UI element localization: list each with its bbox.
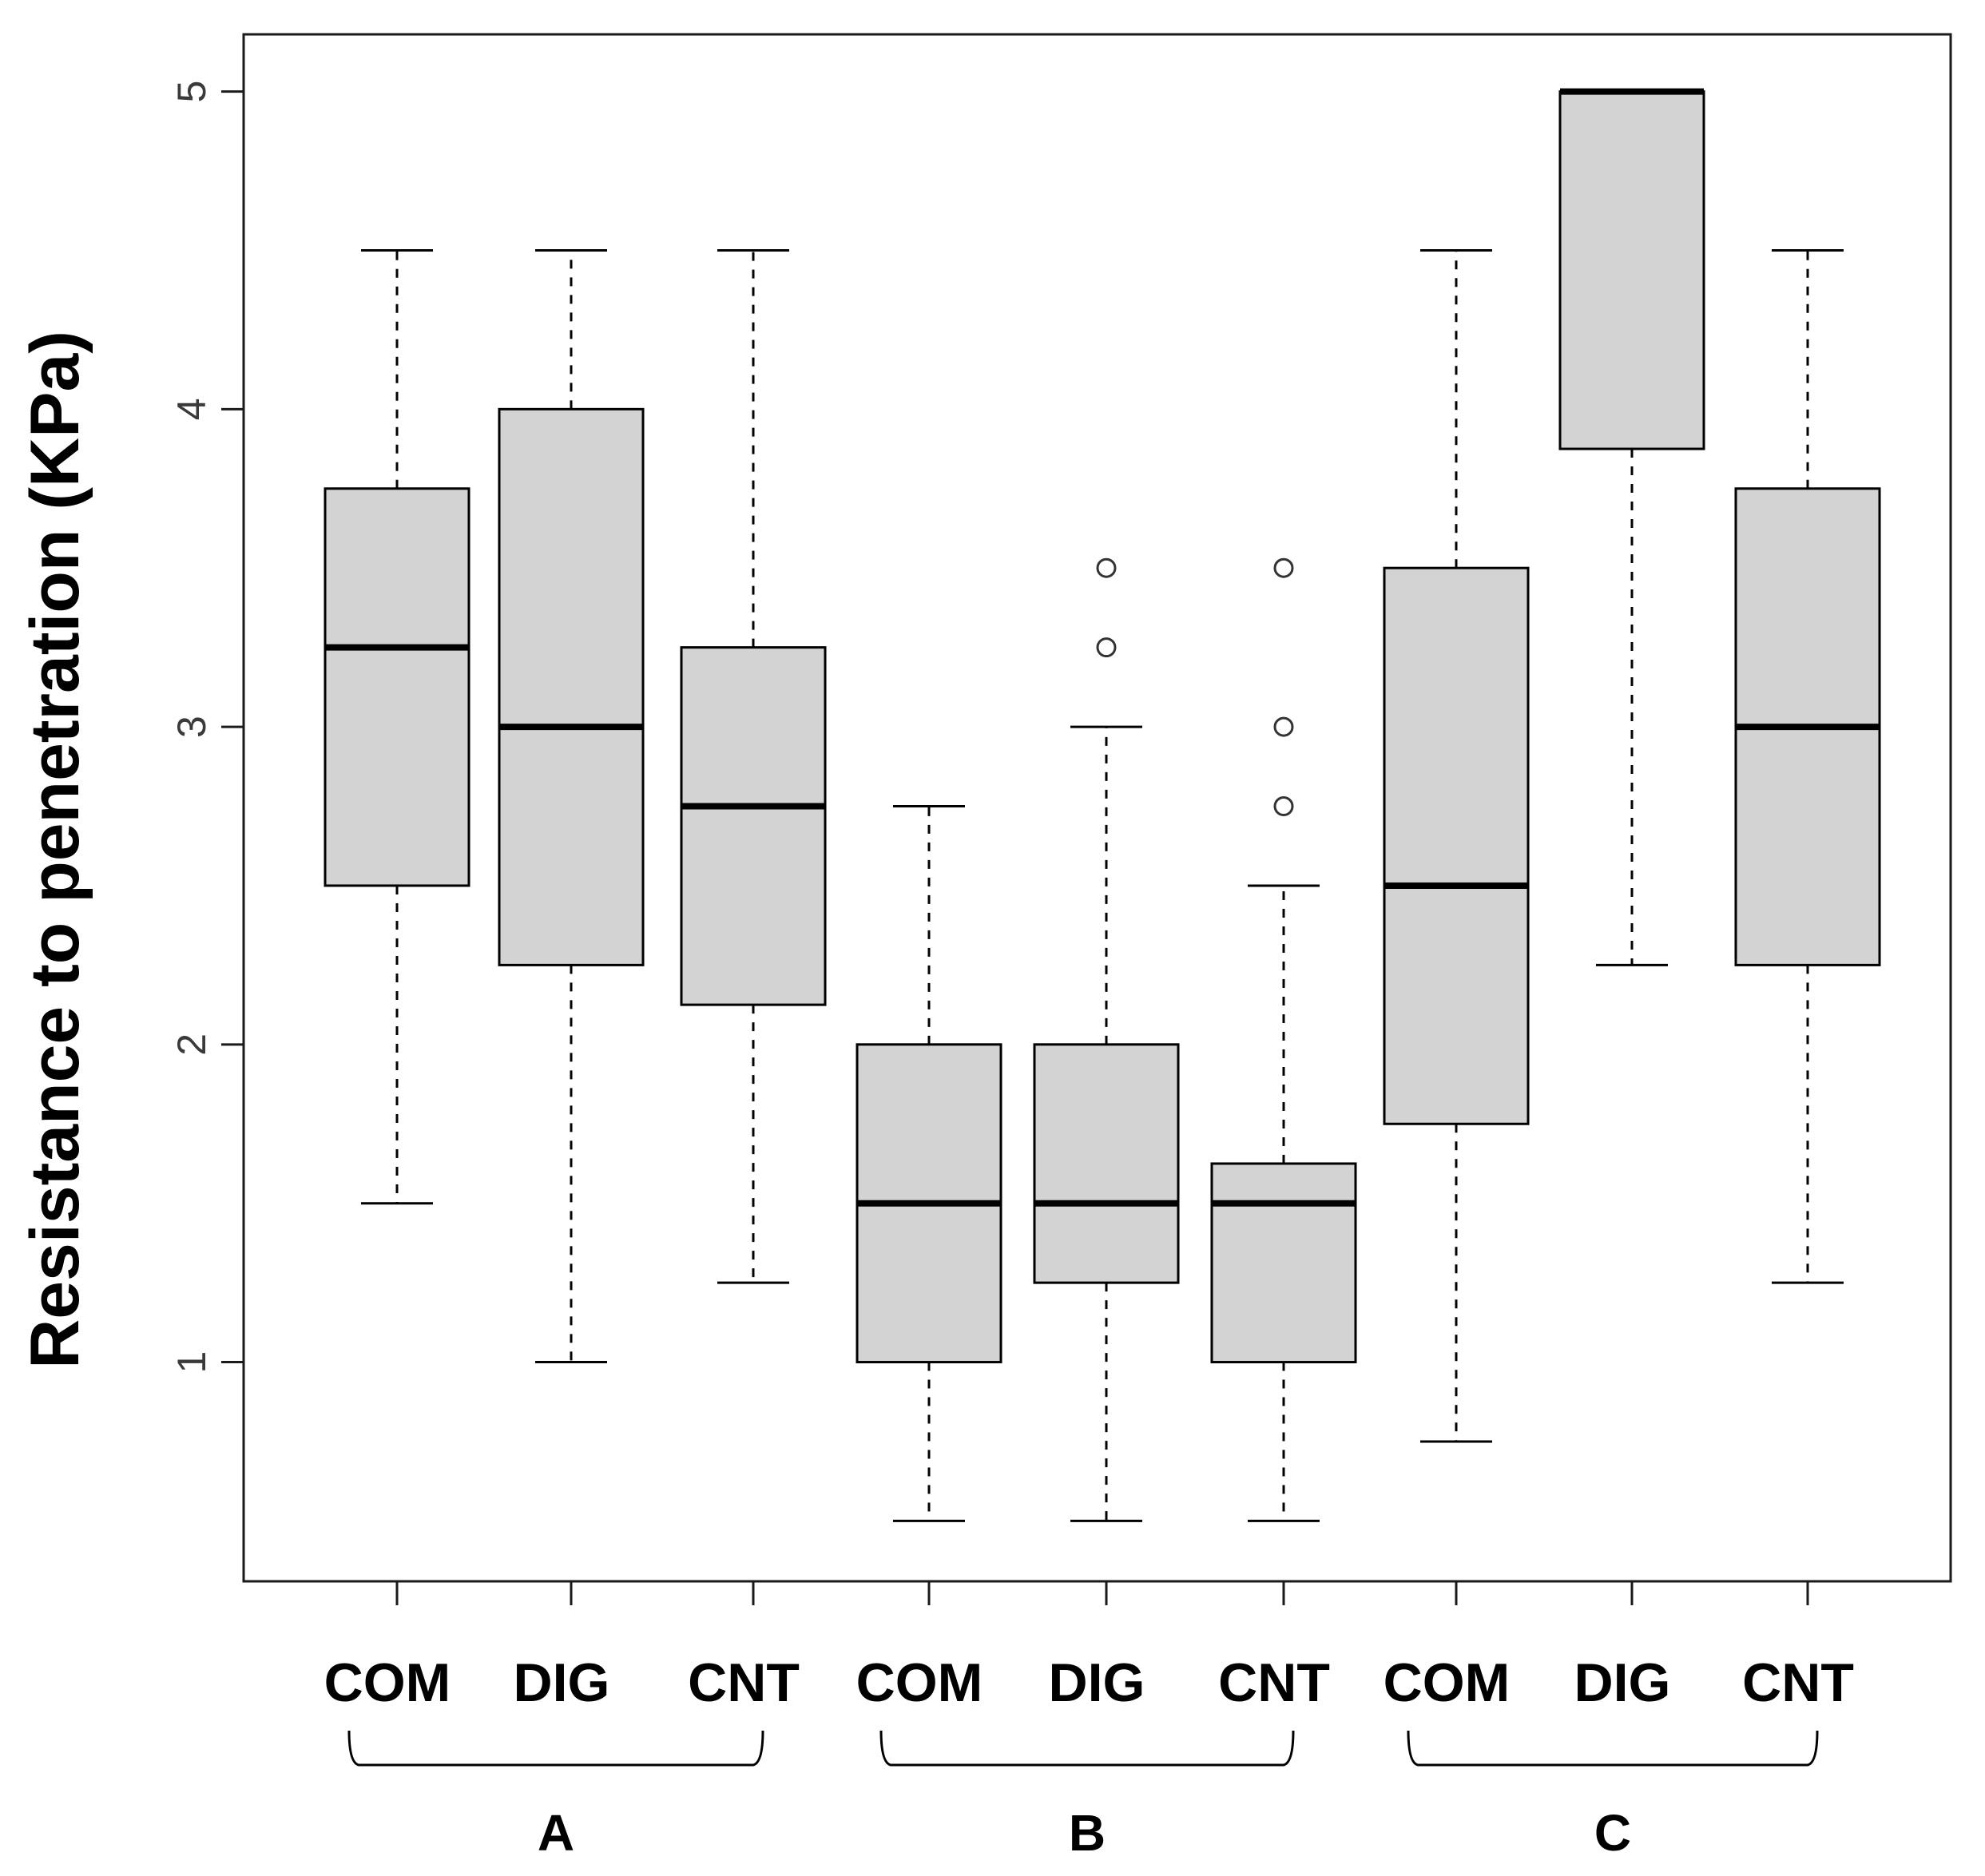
x-category-label: COM (324, 1652, 451, 1713)
y-tick-label: 5 (169, 81, 214, 103)
outlier-point (1273, 716, 1294, 737)
y-axis-title: Resistance to penetration (KPa) (17, 331, 93, 1369)
x-category-label: DIG (1574, 1652, 1671, 1713)
box-a-cnt (680, 248, 827, 1284)
box-c-cnt (1734, 248, 1881, 1284)
box-c-dig (1558, 88, 1705, 966)
y-axis: 1 2 3 4 5 (169, 81, 245, 1374)
group-brackets: A B C (347, 1730, 1819, 1862)
group-c: C (1407, 1730, 1819, 1862)
box-b-cnt (1210, 557, 1357, 1522)
box-b-com (856, 805, 1002, 1522)
group-b: B (879, 1730, 1295, 1862)
iqr-box (1210, 1162, 1357, 1364)
x-category-label: CNT (1742, 1652, 1854, 1713)
group-bracket (879, 1730, 1295, 1767)
x-category-label: CNT (1218, 1652, 1330, 1713)
outlier-point (1273, 796, 1294, 817)
iqr-box (1033, 1043, 1180, 1284)
y-tick-label: 1 (169, 1351, 214, 1374)
iqr-box (498, 407, 645, 966)
x-axis: COM DIG CNT COM DIG CNT COM DIG CNT (324, 1581, 1854, 1713)
box-a-dig (498, 248, 645, 1364)
y-tick-label: 2 (169, 1033, 214, 1056)
x-category-label: COM (1384, 1652, 1511, 1713)
boxes (324, 88, 1881, 1522)
outlier-point (1096, 557, 1117, 578)
box-a-com (324, 248, 470, 1205)
x-category-label: COM (856, 1652, 983, 1713)
group-label: B (1069, 1804, 1106, 1862)
group-bracket (1407, 1730, 1819, 1767)
group-a: A (347, 1730, 764, 1862)
iqr-box (324, 487, 470, 887)
box-b-dig (1033, 557, 1180, 1522)
iqr-box (1558, 90, 1705, 450)
group-label: C (1594, 1804, 1631, 1862)
x-category-label: CNT (688, 1652, 800, 1713)
iqr-box (680, 646, 827, 1006)
box-c-com (1383, 248, 1530, 1443)
group-label: A (538, 1804, 574, 1862)
y-tick-label: 3 (169, 716, 214, 738)
outlier-point (1096, 637, 1117, 658)
group-bracket (347, 1730, 764, 1767)
x-category-label: DIG (514, 1652, 610, 1713)
outlier-point (1273, 557, 1294, 578)
iqr-box (1383, 566, 1530, 1125)
y-tick-label: 4 (169, 398, 214, 420)
x-category-label: DIG (1049, 1652, 1145, 1713)
